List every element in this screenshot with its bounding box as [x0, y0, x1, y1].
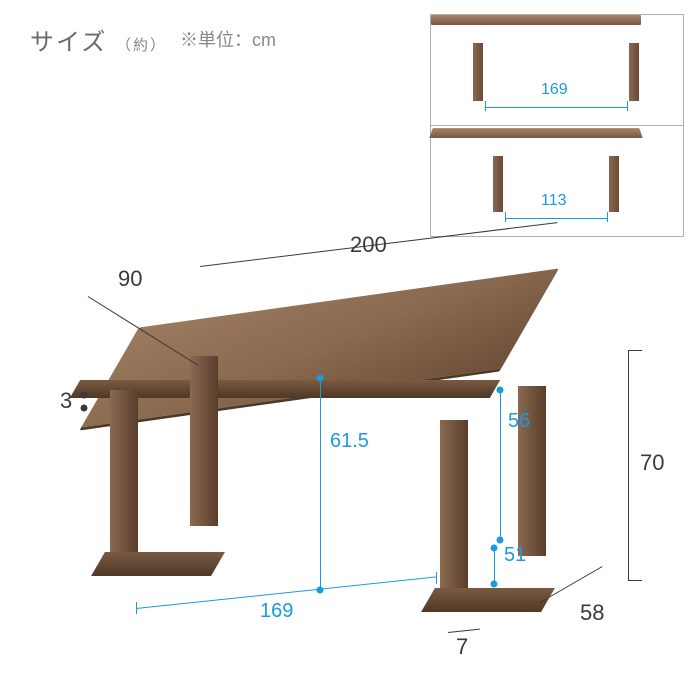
unit-note: ※単位：cm	[180, 26, 276, 52]
dim-inner-leg-h: 56	[508, 410, 530, 433]
dim-thickness: 3	[60, 388, 72, 414]
main-diagram: 200 90 70 3 58 7 61.5 169 56	[40, 260, 660, 680]
thumbnail-front: 169	[431, 15, 683, 126]
dim-leg-depth: 58	[580, 600, 604, 626]
dim-height: 70	[640, 450, 664, 476]
thumbnail-side: 113	[431, 126, 683, 236]
thumb-side-dim: 113	[541, 192, 567, 210]
page-title: サイズ （約）	[30, 22, 167, 57]
dim-clearance: 61.5	[330, 430, 369, 453]
dim-leg-width: 7	[456, 634, 468, 660]
dim-depth: 90	[118, 266, 142, 292]
dim-inner-opening: 51	[504, 544, 526, 567]
title-approx: （約）	[116, 37, 167, 54]
dim-inner-length: 169	[260, 600, 293, 623]
title-label: サイズ	[30, 29, 107, 56]
thumb-front-dim: 169	[541, 81, 568, 99]
thumbnail-panel: 169 113	[430, 14, 684, 237]
dim-length: 200	[350, 232, 387, 258]
